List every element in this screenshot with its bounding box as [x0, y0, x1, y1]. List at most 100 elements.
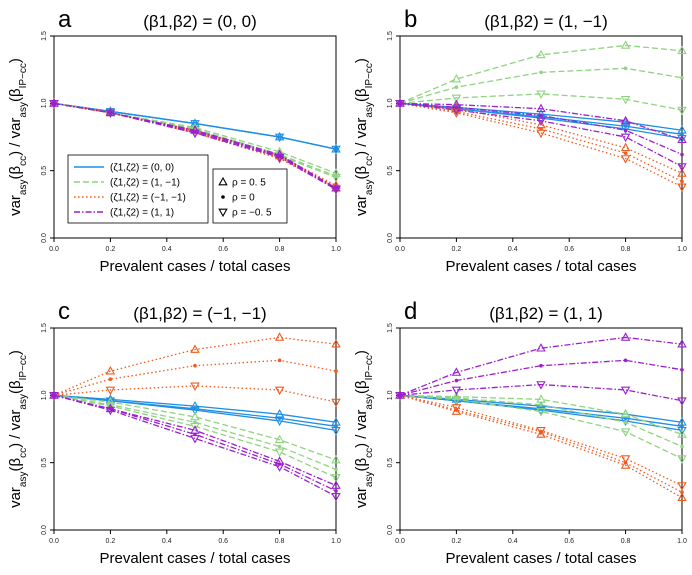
data-point	[680, 367, 684, 372]
data-point	[677, 134, 687, 144]
data-point	[620, 155, 631, 164]
data-point	[536, 129, 546, 139]
data-point	[536, 103, 546, 113]
data-point	[331, 174, 341, 183]
legend-line-label: (ζ1,ζ2) = (−1, −1)	[110, 193, 186, 204]
data-point	[623, 151, 628, 155]
data-point	[274, 332, 285, 341]
data-point	[190, 382, 200, 392]
data-point	[331, 145, 341, 155]
data-point	[49, 99, 59, 109]
plot-frame	[399, 35, 683, 239]
data-point	[331, 480, 341, 489]
panel-letter: c	[58, 298, 70, 325]
x-tick-label: 0.4	[162, 246, 172, 253]
y-tick-label: 0.0	[41, 525, 48, 535]
x-tick-label: 0.8	[275, 246, 285, 253]
data-point	[620, 40, 631, 49]
data-point	[680, 490, 684, 495]
data-point	[680, 152, 684, 157]
data-point	[677, 482, 687, 491]
data-point	[536, 381, 546, 390]
data-point	[680, 75, 684, 80]
x-tick-label: 0.0	[395, 246, 405, 253]
series-line	[399, 394, 683, 487]
data-point	[677, 426, 687, 436]
data-point	[620, 133, 631, 143]
legend-marker-label: ρ = −0. 5	[232, 208, 272, 219]
x-tick-label: 0.8	[275, 538, 285, 545]
data-point	[395, 98, 405, 107]
plot-frame	[53, 35, 337, 239]
data-point	[105, 406, 116, 416]
legend-marker-swatch	[218, 176, 228, 186]
series-line	[399, 394, 683, 448]
data-point	[331, 426, 341, 436]
data-point	[536, 394, 546, 403]
data-point	[331, 474, 341, 483]
data-point	[105, 402, 116, 412]
data-point	[536, 49, 546, 59]
data-point	[49, 391, 59, 401]
data-point	[334, 489, 338, 493]
x-tick-label: 0.4	[508, 538, 518, 545]
legend-marker-label: ρ = 0. 5	[232, 178, 266, 189]
data-point	[623, 128, 628, 133]
data-point	[49, 390, 59, 399]
data-point	[190, 422, 200, 432]
data-point	[190, 435, 200, 444]
panel-title: (β1,β2) = (1, −1)	[484, 12, 608, 31]
x-tick-label: 1.0	[677, 538, 687, 545]
data-point	[536, 426, 546, 436]
data-point	[677, 397, 687, 406]
data-point	[620, 409, 631, 418]
panel-letter: a	[58, 6, 72, 33]
x-axis-label: Prevalent cases / total cases	[446, 258, 637, 275]
x-tick-label: 1.0	[677, 246, 687, 253]
data-point	[677, 106, 687, 116]
data-point	[539, 363, 543, 368]
data-point	[677, 492, 687, 502]
series-line	[399, 383, 683, 402]
data-point	[620, 332, 631, 341]
legend-marker-label: ρ = 0	[232, 193, 255, 204]
data-point	[395, 391, 405, 401]
y-tick-label: 1.0	[387, 390, 394, 400]
series-group	[49, 332, 341, 502]
series-line	[53, 394, 337, 461]
data-point	[108, 377, 113, 381]
y-axis-label: varasy(βcc) / varasy(βIP−cc)	[7, 58, 29, 216]
series-line	[399, 102, 683, 188]
data-point	[190, 344, 200, 353]
series-line	[399, 394, 683, 435]
plot-frame	[53, 327, 337, 531]
series-group	[395, 40, 687, 192]
series-line	[399, 102, 683, 183]
data-point	[620, 142, 631, 152]
data-point	[331, 398, 341, 408]
plot-frame	[399, 327, 683, 531]
panel-letter: b	[404, 6, 417, 33]
y-tick-label: 1.0	[41, 390, 48, 400]
x-tick-label: 0.8	[621, 246, 631, 253]
x-tick-label: 0.6	[564, 538, 574, 545]
y-tick-label: 0.5	[41, 458, 48, 468]
y-tick-label: 1.5	[41, 31, 48, 41]
data-point	[620, 460, 631, 469]
x-tick-label: 0.8	[621, 538, 631, 545]
data-point	[539, 402, 543, 407]
data-point	[539, 113, 543, 118]
panel-c: c (β1,β2) = (−1, −1) 0.0 0.2 0.4 0.6 0.8 1.0 0.0…	[7, 298, 341, 567]
panel-title: (β1,β2) = (0, 0)	[143, 12, 257, 31]
series-group	[395, 332, 687, 502]
panel-a: a (β1,β2) = (0, 0) 0.0 0.2 0.4 0.6 0.8 1.0 0.0 0.…	[7, 6, 341, 275]
series-line	[53, 394, 337, 471]
data-point	[454, 378, 459, 383]
legend-marker-swatch	[221, 195, 225, 199]
panel-letter: d	[404, 298, 417, 325]
data-point	[536, 429, 546, 438]
data-point	[451, 386, 462, 396]
series-line	[399, 102, 683, 141]
data-point	[680, 179, 684, 184]
data-point	[190, 411, 200, 421]
